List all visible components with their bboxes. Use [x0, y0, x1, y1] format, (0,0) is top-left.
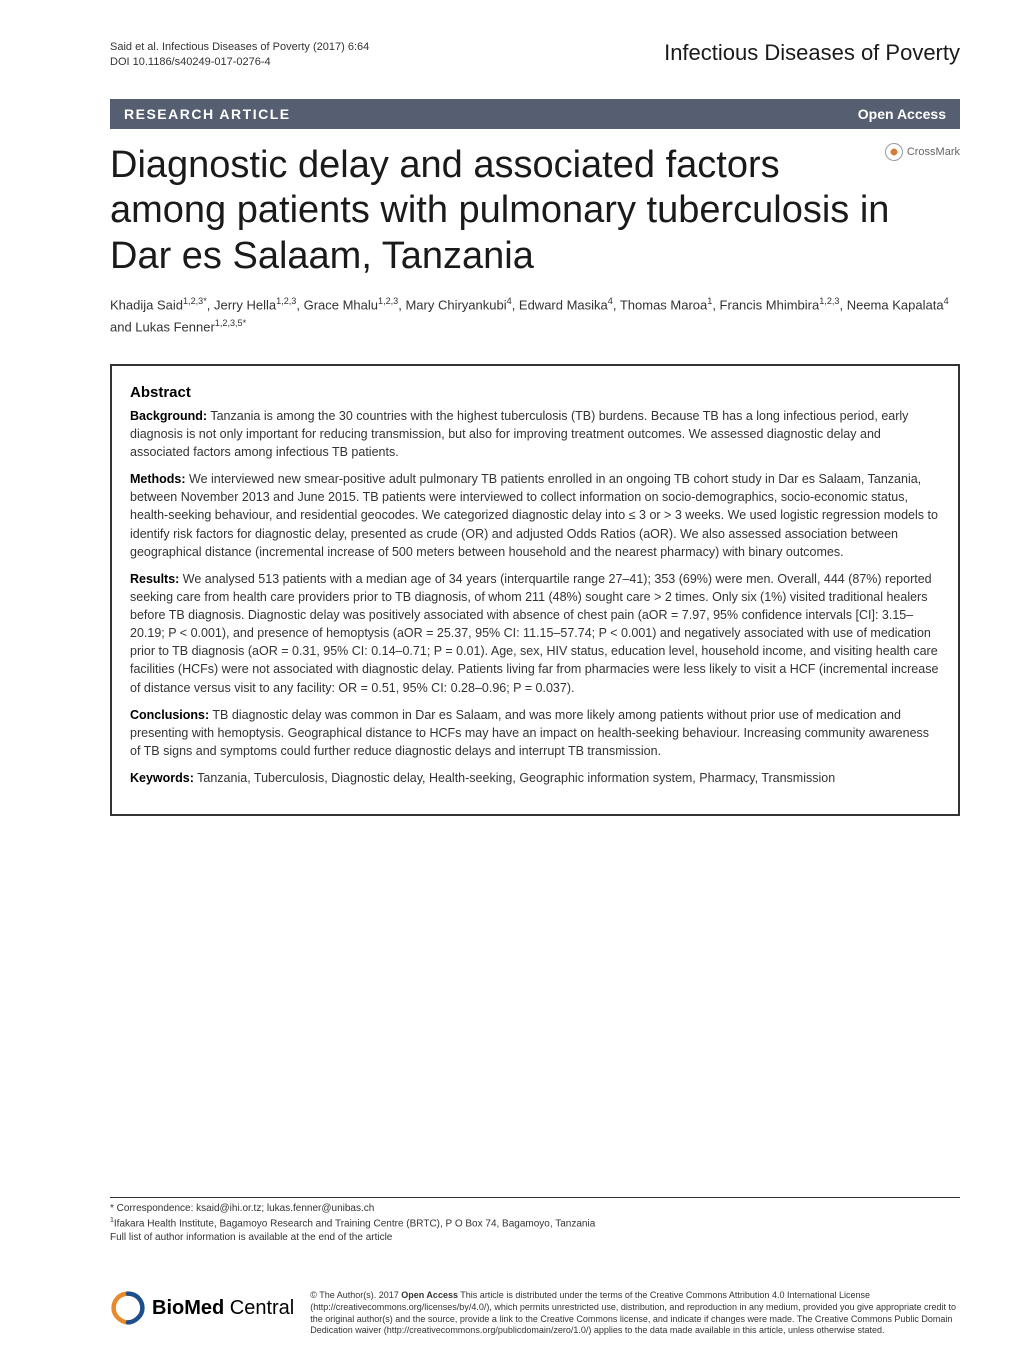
crossmark-label: CrossMark — [907, 146, 960, 158]
bmc-rest: Central — [224, 1297, 294, 1319]
abstract-methods: Methods: We interviewed new smear-positi… — [130, 470, 940, 561]
citation-line-2: DOI 10.1186/s40249-017-0276-4 — [110, 55, 369, 70]
citation-block: Said et al. Infectious Diseases of Pover… — [110, 40, 369, 71]
correspondence-line-1: * Correspondence: ksaid@ihi.or.tz; lukas… — [110, 1202, 960, 1216]
bmc-swirl-icon — [110, 1290, 146, 1326]
journal-name: Infectious Diseases of Poverty — [664, 40, 960, 66]
license-text: © The Author(s). 2017 Open Access This a… — [310, 1290, 960, 1337]
abstract-results: Results: We analysed 513 patients with a… — [130, 570, 940, 697]
keywords-label: Keywords: — [130, 771, 194, 785]
correspondence-block: * Correspondence: ksaid@ihi.or.tz; lukas… — [110, 1197, 960, 1245]
footer-bar: BioMed Central © The Author(s). 2017 Ope… — [110, 1290, 960, 1337]
article-type-label: RESEARCH ARTICLE — [124, 106, 291, 122]
citation-line-1: Said et al. Infectious Diseases of Pover… — [110, 40, 369, 55]
correspondence-line-2: 1Ifakara Health Institute, Bagamoyo Rese… — [110, 1216, 960, 1231]
results-text: We analysed 513 patients with a median a… — [130, 572, 938, 695]
results-label: Results: — [130, 572, 179, 586]
correspondence-line-3: Full list of author information is avail… — [110, 1231, 960, 1245]
biomed-central-logo: BioMed Central — [110, 1290, 294, 1326]
abstract-conclusions: Conclusions: TB diagnostic delay was com… — [130, 706, 940, 760]
bmc-bold: BioMed — [152, 1297, 224, 1319]
bmc-text: BioMed Central — [152, 1297, 294, 1320]
background-label: Background: — [130, 409, 207, 423]
abstract-keywords: Keywords: Tanzania, Tuberculosis, Diagno… — [130, 769, 940, 787]
abstract-box: Abstract Background: Tanzania is among t… — [110, 364, 960, 816]
author-list: Khadija Said1,2,3*, Jerry Hella1,2,3, Gr… — [0, 280, 1020, 338]
crossmark-icon — [885, 143, 903, 161]
header-row: Said et al. Infectious Diseases of Pover… — [0, 0, 1020, 71]
conclusions-text: TB diagnostic delay was common in Dar es… — [130, 708, 929, 758]
methods-text: We interviewed new smear-positive adult … — [130, 472, 938, 559]
conclusions-label: Conclusions: — [130, 708, 209, 722]
title-block: Diagnostic delay and associated factors … — [0, 129, 1020, 280]
article-type-bar: RESEARCH ARTICLE Open Access — [110, 99, 960, 129]
abstract-background: Background: Tanzania is among the 30 cou… — [130, 407, 940, 461]
methods-label: Methods: — [130, 472, 186, 486]
open-access-label: Open Access — [858, 106, 946, 122]
crossmark-badge[interactable]: CrossMark — [885, 143, 960, 161]
background-text: Tanzania is among the 30 countries with … — [130, 409, 908, 459]
abstract-heading: Abstract — [130, 384, 940, 401]
keywords-text: Tanzania, Tuberculosis, Diagnostic delay… — [194, 771, 835, 785]
article-title: Diagnostic delay and associated factors … — [110, 143, 890, 280]
